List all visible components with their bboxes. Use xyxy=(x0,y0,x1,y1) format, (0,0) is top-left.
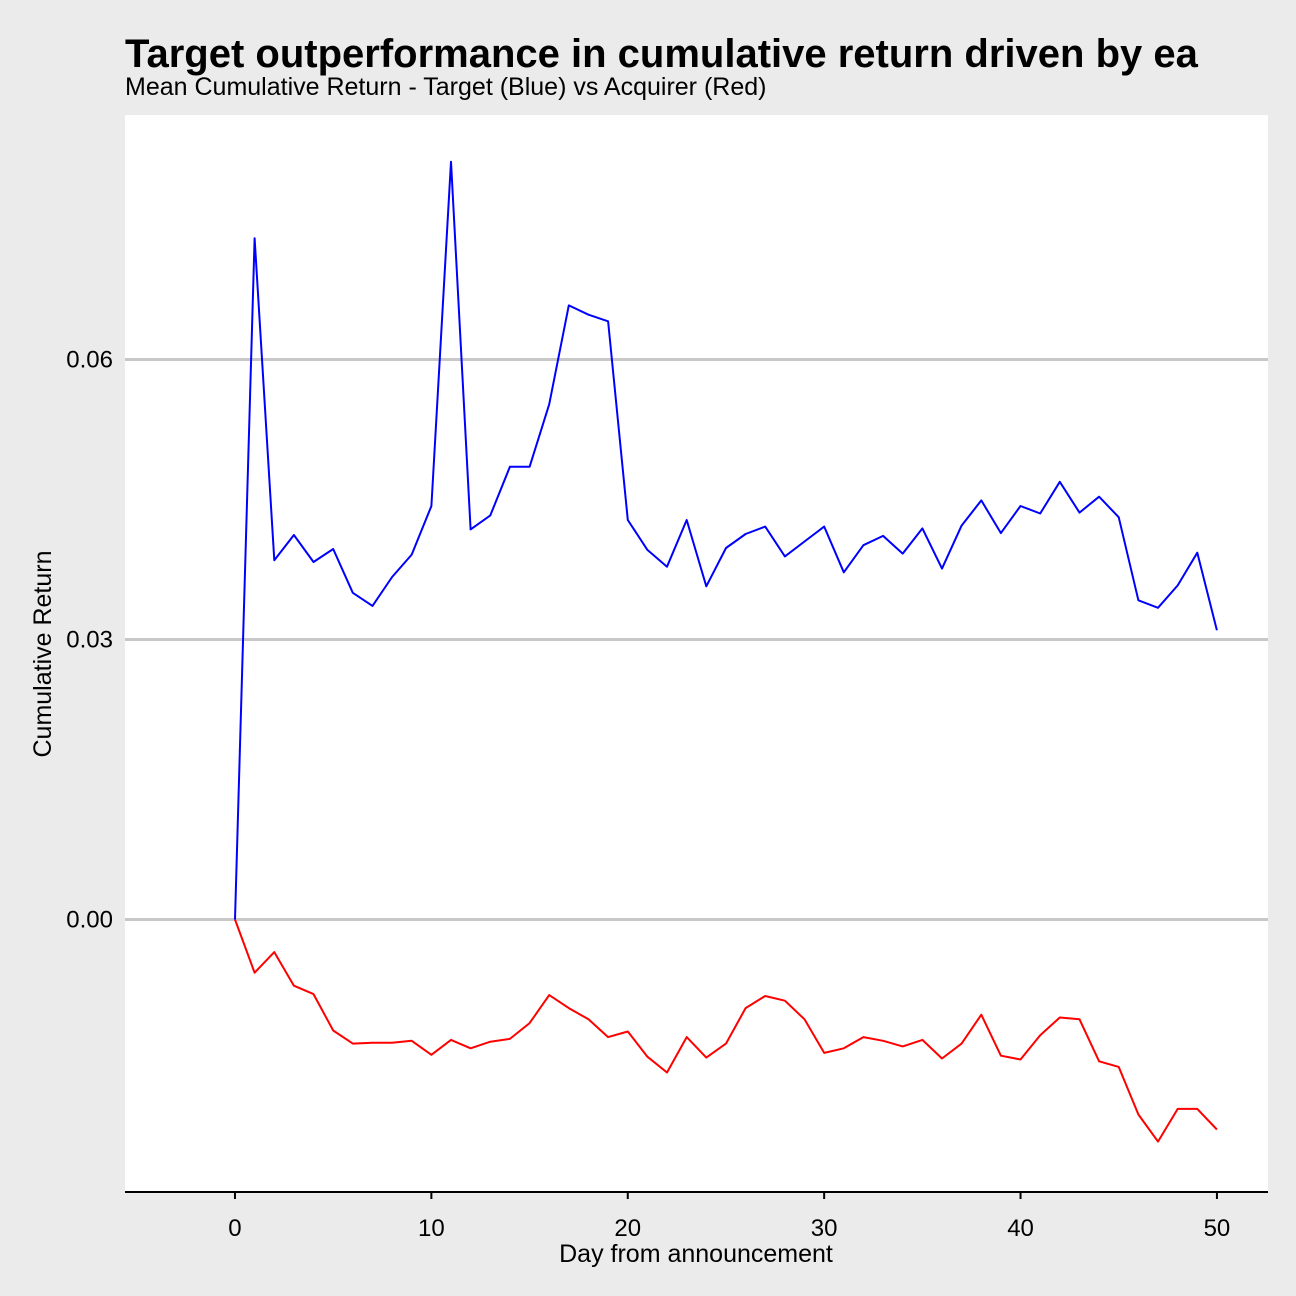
x-tick-label: 50 xyxy=(1204,1215,1231,1242)
y-tick-label: 0.06 xyxy=(66,347,113,374)
chart-title: Target outperformance in cumulative retu… xyxy=(125,32,1198,76)
series-line-1 xyxy=(234,919,1218,1143)
chart-subtitle: Mean Cumulative Return - Target (Blue) v… xyxy=(125,73,767,101)
y-tick-layer: 0.00 0.03 0.06 xyxy=(66,347,113,934)
plot-panel xyxy=(125,115,1268,1192)
y-tick-label: 0.03 xyxy=(66,627,113,654)
x-axis-title: Day from announcement xyxy=(559,1240,833,1268)
y-axis-title: Cumulative Return xyxy=(29,550,57,757)
x-tick-label: 30 xyxy=(811,1215,838,1242)
x-tick-label: 40 xyxy=(1007,1215,1034,1242)
x-tick-label: 10 xyxy=(418,1215,445,1242)
grid-layer xyxy=(125,358,1268,921)
y-tick-label: 0.00 xyxy=(66,906,113,933)
x-tick-label: 0 xyxy=(228,1215,241,1242)
x-tick-label: 20 xyxy=(614,1215,641,1242)
x-tick-layer: 0 10 20 30 40 50 xyxy=(228,1192,1230,1242)
series-layer xyxy=(234,160,1218,1143)
series-line-0 xyxy=(234,160,1218,920)
